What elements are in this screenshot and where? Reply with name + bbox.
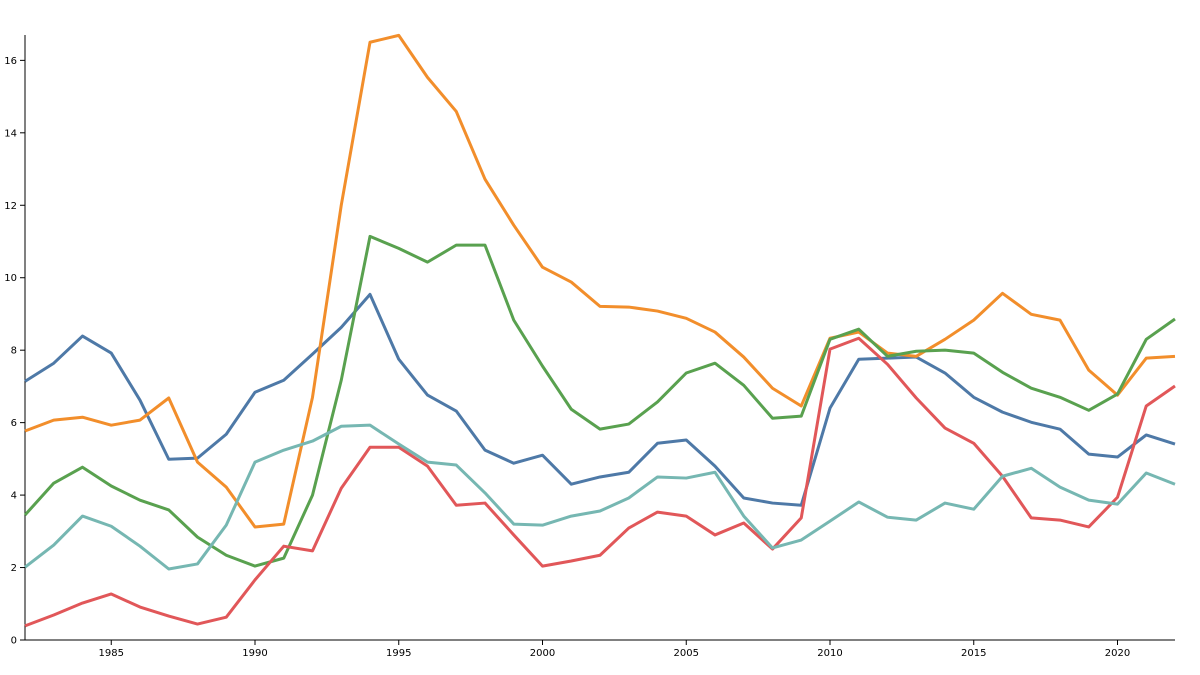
x-tick-label: 2005 bbox=[674, 648, 699, 659]
line bbox=[24, 336, 1176, 628]
line bbox=[23, 234, 1176, 568]
x-tick-label: 1985 bbox=[99, 648, 124, 659]
line bbox=[24, 33, 1176, 529]
y-tick-label: 4 bbox=[11, 491, 17, 502]
line bbox=[24, 423, 1176, 571]
x-tick-label: 2000 bbox=[530, 648, 555, 659]
y-tick-label: 2 bbox=[11, 563, 17, 574]
x-tick-label: 2010 bbox=[817, 648, 842, 659]
y-tick-label: 0 bbox=[11, 636, 17, 647]
y-tick-label: 12 bbox=[4, 201, 17, 212]
x-tick-label: 1995 bbox=[386, 648, 411, 659]
x-tick-label: 2020 bbox=[1105, 648, 1130, 659]
x-tick-label: 2015 bbox=[961, 648, 986, 659]
y-tick-label: 16 bbox=[4, 56, 17, 67]
x-tick-label: 1990 bbox=[242, 648, 267, 659]
line bbox=[24, 292, 1176, 507]
y-tick-label: 10 bbox=[4, 273, 17, 284]
y-tick-label: 8 bbox=[11, 346, 17, 357]
y-tick-label: 14 bbox=[4, 128, 17, 139]
y-tick-label: 6 bbox=[11, 418, 17, 429]
